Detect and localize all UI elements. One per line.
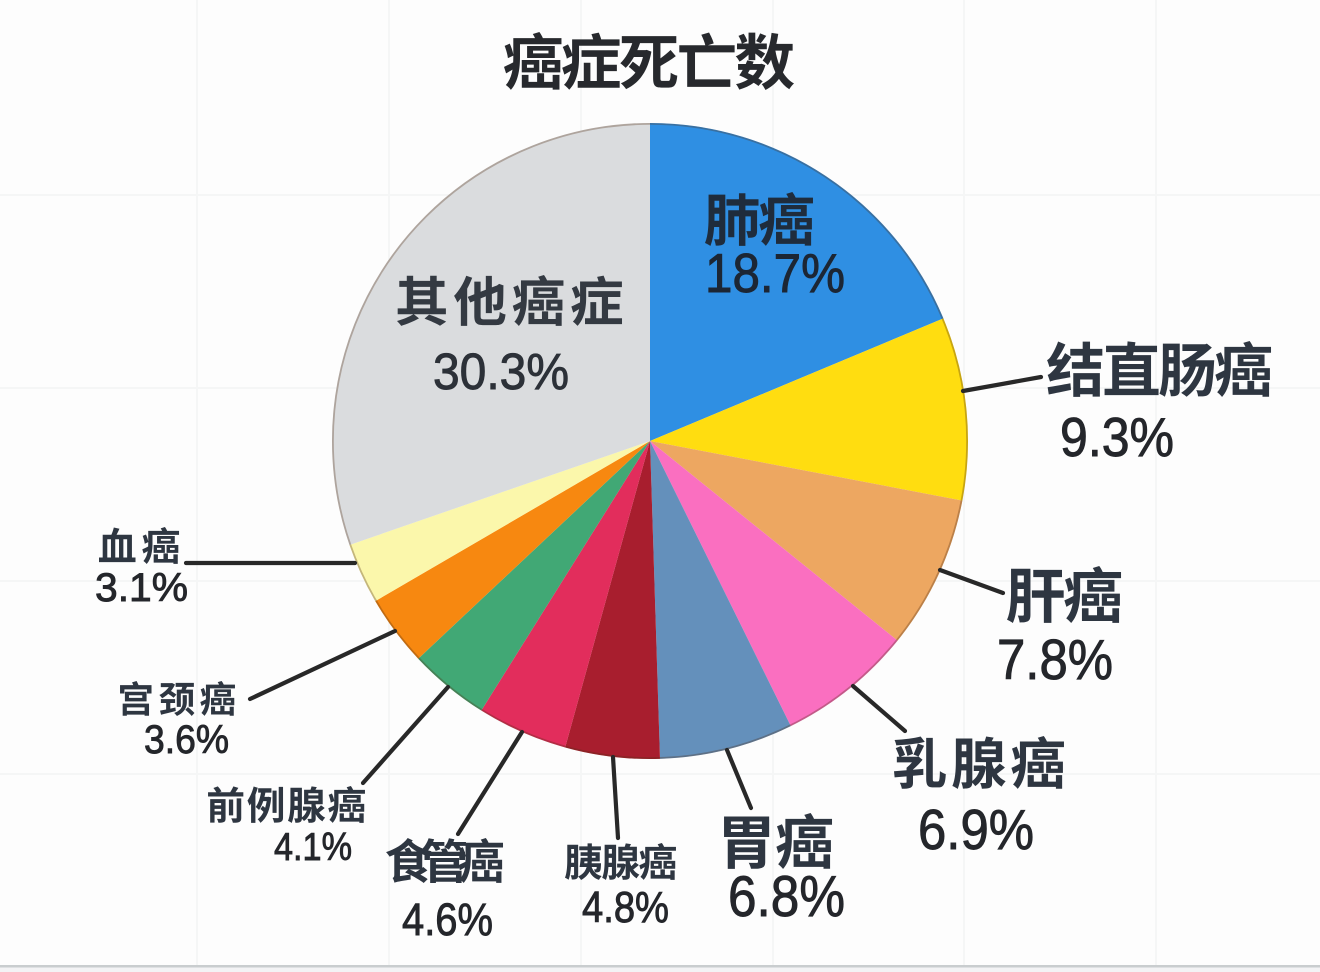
- svg-text:4.6%: 4.6%: [402, 894, 493, 945]
- svg-text:7.8%: 7.8%: [997, 628, 1113, 691]
- svg-text:30.3%: 30.3%: [433, 343, 569, 400]
- svg-text:4.8%: 4.8%: [582, 884, 669, 932]
- svg-text:3.1%: 3.1%: [95, 566, 188, 610]
- svg-text:6.8%: 6.8%: [728, 865, 845, 929]
- svg-text:6.9%: 6.9%: [918, 798, 1034, 861]
- svg-text:9.3%: 9.3%: [1060, 406, 1174, 468]
- svg-text:3.6%: 3.6%: [144, 718, 229, 762]
- svg-text:4.1%: 4.1%: [274, 826, 352, 869]
- svg-text:18.7%: 18.7%: [705, 242, 845, 304]
